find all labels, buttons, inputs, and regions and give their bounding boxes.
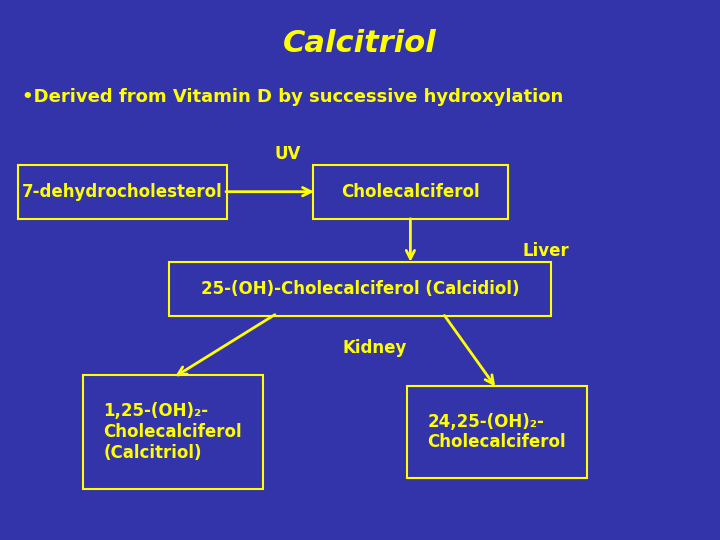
- FancyBboxPatch shape: [313, 165, 508, 219]
- FancyBboxPatch shape: [169, 262, 551, 316]
- Text: UV: UV: [275, 145, 301, 163]
- Text: •Derived from Vitamin D by successive hydroxylation: •Derived from Vitamin D by successive hy…: [22, 88, 563, 106]
- Text: Cholecalciferol: Cholecalciferol: [341, 183, 480, 201]
- Text: 24,25-(OH)₂-
Cholecalciferol: 24,25-(OH)₂- Cholecalciferol: [428, 413, 566, 451]
- Text: Liver: Liver: [522, 242, 569, 260]
- FancyBboxPatch shape: [18, 165, 227, 219]
- Text: Calcitriol: Calcitriol: [283, 29, 437, 58]
- FancyBboxPatch shape: [407, 386, 587, 478]
- Text: 7-dehydrocholesterol: 7-dehydrocholesterol: [22, 183, 222, 201]
- FancyBboxPatch shape: [83, 375, 263, 489]
- Text: 1,25-(OH)₂-
Cholecalciferol
(Calcitriol): 1,25-(OH)₂- Cholecalciferol (Calcitriol): [104, 402, 242, 462]
- Text: Kidney: Kidney: [342, 339, 407, 357]
- Text: 25-(OH)-Cholecalciferol (Calcidiol): 25-(OH)-Cholecalciferol (Calcidiol): [201, 280, 519, 298]
